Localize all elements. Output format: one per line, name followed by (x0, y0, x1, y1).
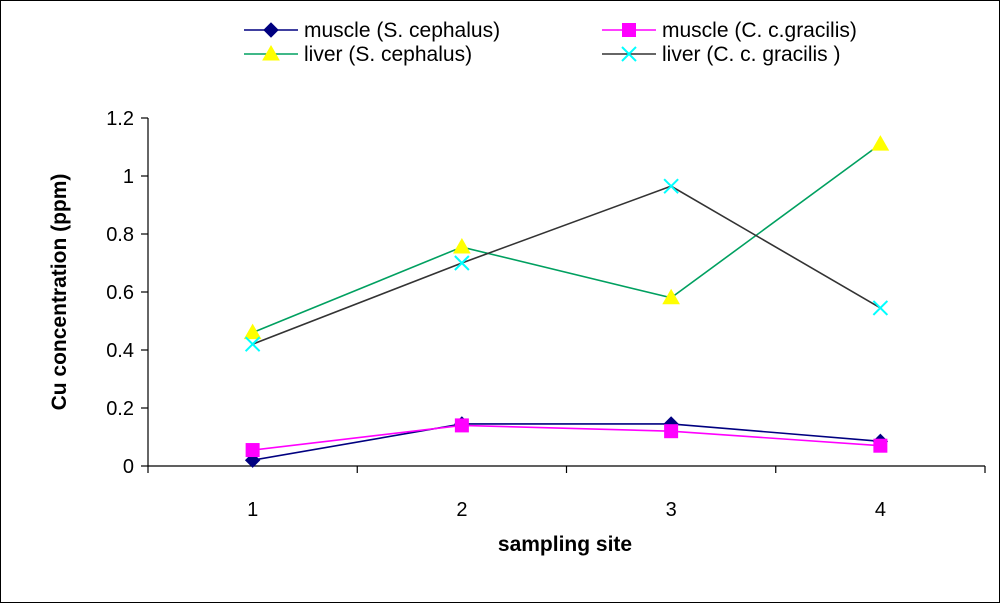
legend: muscle (S. cephalus) muscle (C. c.gracili… (244, 19, 857, 66)
x-tick-label: 2 (456, 499, 467, 521)
data-point-liver-s-cephalus (662, 288, 680, 305)
y-axis-title: Cu concentration (ppm) (48, 174, 71, 411)
legend-swatch-marker (621, 46, 637, 62)
y-tick-label: 0 (123, 456, 134, 478)
data-point-liver-s-cephalus (871, 135, 890, 151)
series-line-liver-c-c-gracilis (252, 185, 881, 345)
data-point-liver-s-cephalus (243, 323, 262, 340)
x-axis-ticks: 1 2 3 4 (147, 466, 986, 521)
legend-swatch-marker (263, 22, 279, 38)
legend-item-muscle-s-cephalus: muscle (S. cephalus) (244, 19, 500, 42)
y-tick-label: 0.2 (106, 398, 134, 420)
legend-label: muscle (C. c.gracilis) (662, 19, 857, 42)
x-tick-label: 4 (875, 499, 886, 521)
x-tick-label: 3 (666, 499, 677, 521)
series-line-liver-s-cephalus (252, 143, 881, 334)
series-lines (252, 143, 881, 461)
data-point-muscle-c-c-gracilis (454, 418, 469, 433)
y-tick-label: 0.4 (106, 340, 134, 362)
series-line-muscle-c-c-gracilis (252, 424, 881, 451)
x-tick-label: 1 (247, 499, 258, 521)
legend-label: muscle (S. cephalus) (304, 19, 500, 42)
series-line-muscle-s-cephalus (252, 423, 881, 461)
data-point-muscle-c-c-gracilis (873, 438, 888, 453)
data-point-muscle-c-c-gracilis (245, 443, 260, 458)
legend-swatch-marker (622, 23, 636, 37)
data-point-liver-c-c-gracilis (454, 255, 470, 271)
legend-label: liver (C. c. gracilis ) (662, 43, 841, 66)
legend-label: liver (S. cephalus) (304, 43, 472, 66)
axes (147, 118, 985, 467)
legend-item-liver-c-c-gracilis: liver (C. c. gracilis ) (602, 43, 841, 66)
y-tick-label: 0.8 (106, 224, 134, 246)
y-tick-label: 1.2 (106, 108, 134, 130)
data-point-liver-c-c-gracilis (244, 336, 261, 352)
data-point-liver-s-cephalus (453, 238, 471, 254)
data-point-liver-c-c-gracilis (872, 300, 889, 316)
series-markers (243, 135, 890, 468)
data-point-liver-c-c-gracilis (663, 178, 679, 194)
legend-swatch-marker (262, 44, 280, 61)
x-axis-title: sampling site (498, 533, 632, 556)
y-tick-label: 0.6 (106, 282, 134, 304)
y-axis-ticks: 0 0.2 0.4 0.6 0.8 1 1.2 (106, 108, 148, 478)
legend-item-muscle-c-c-gracilis: muscle (C. c.gracilis) (602, 19, 857, 42)
legend-item-liver-s-cephalus: liver (S. cephalus) (244, 43, 472, 66)
data-point-muscle-c-c-gracilis (664, 424, 679, 439)
y-tick-label: 1 (123, 166, 134, 188)
